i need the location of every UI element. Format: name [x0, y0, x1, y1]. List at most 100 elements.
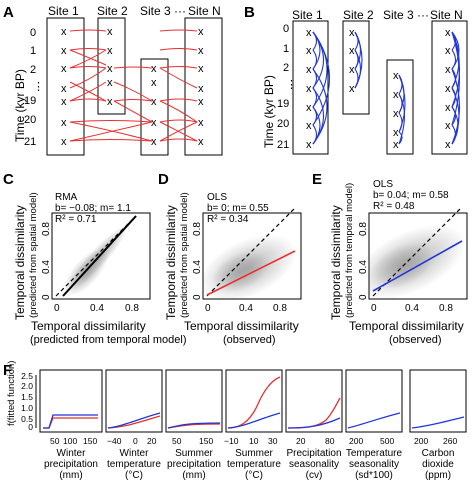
time-labels-a: 0 1 2 ⋮ 19 20 21 — [24, 27, 44, 148]
y-axis-label-line2: (predicted from spatial model) — [28, 192, 39, 318]
subplot-frame — [409, 369, 467, 433]
panel-c-label: C — [3, 171, 14, 188]
subplot-frame — [285, 369, 343, 433]
x-tick-label: −10 — [224, 436, 239, 446]
marker: x — [445, 45, 451, 57]
x-tick-label: 500 — [380, 436, 394, 446]
y-tick-label: 1.0 — [21, 403, 33, 413]
site-1-box — [46, 17, 85, 156]
x-label-line: Carbon — [422, 448, 455, 459]
site-1-label: Site 1 — [292, 8, 323, 22]
time-label-1: 1 — [30, 45, 36, 57]
panel-a: A Site 1 Site 2 Site 3 ··· Site N Time (… — [3, 4, 223, 156]
y-axis-label-a: Time (kyr BP) — [13, 69, 27, 142]
within-site-arcs — [312, 31, 461, 145]
marker: x — [107, 96, 113, 108]
point-cloud-e — [369, 224, 466, 299]
stats-r2: R² = 0.48 — [373, 201, 415, 212]
site-markers-a: x x x x x x x x x x x x x x x x x x x x … — [61, 26, 204, 148]
y-axis-label-line2: (predicted from temporal model) — [344, 183, 355, 318]
x-tick-label: 0.8 — [125, 303, 139, 314]
y-axis-label-line1: Temporal dissimilarity — [164, 205, 178, 320]
method-label: RMA — [55, 192, 78, 203]
marker: x — [151, 63, 157, 75]
link-3-n-x2 — [159, 100, 198, 123]
rma-fit-line — [62, 215, 137, 297]
arc — [398, 112, 403, 133]
curve-blue — [347, 412, 401, 429]
marker: x — [445, 64, 451, 76]
y-tick-label: 0.5 — [21, 414, 33, 424]
x-tick-label: 0.8 — [439, 303, 453, 314]
x-tick-label: 0.4 — [239, 303, 253, 314]
subplot-precipitation-seasonality: 20 80 Precipitation seasonality (cv) — [285, 369, 343, 481]
y-tick-label: 2.5 — [21, 371, 33, 381]
point-cloud-core — [211, 251, 269, 293]
marker: x — [306, 120, 312, 132]
x-label-line: (mm) — [182, 470, 205, 481]
x-tick-label: 30 — [268, 436, 278, 446]
site-markers-b: x x x x x x x x x x x x x x x x x x x x … — [306, 27, 451, 151]
subplot-winter-precipitation: 50 100 150 Winter precipitation (mm) — [39, 369, 103, 481]
y-tick-label: 2.0 — [21, 381, 33, 391]
link-1-3-t20 — [69, 120, 153, 123]
marker: x — [61, 117, 67, 129]
x-label-line: Summer — [235, 448, 273, 459]
x-tick-label: 260 — [443, 436, 457, 446]
curve-red — [227, 376, 281, 429]
x-tick-label: 50 — [172, 436, 182, 446]
x-tick-label: 200 — [414, 436, 428, 446]
arc — [451, 31, 461, 126]
arc — [398, 93, 406, 145]
x-axis-label-line1: Temporal dissimilarity — [349, 319, 464, 333]
x-tick-label: 0 — [133, 436, 138, 446]
x-label-line: Winter — [57, 448, 87, 459]
marker: x — [61, 45, 67, 57]
x-label-line: seasonality — [349, 459, 399, 470]
time-label-0: 0 — [30, 27, 36, 39]
x-label-line: (°C) — [125, 470, 143, 481]
ols-fit-line — [206, 250, 296, 296]
x-label-line: Temperature — [346, 448, 403, 459]
time-label-2: 2 — [30, 64, 36, 76]
marker: x — [349, 45, 355, 57]
time-label-19: 19 — [277, 98, 289, 110]
curve-blue — [43, 414, 98, 429]
x-tick-label: 10 — [249, 436, 259, 446]
link-3-n-t21 — [159, 138, 198, 142]
link-1-2-t2 — [69, 66, 107, 69]
x-axis-label-line2: (predicted from temporal model) — [30, 334, 187, 346]
x-tick-label: 0 — [54, 303, 60, 314]
y-tick-label: 0.8 — [41, 222, 52, 236]
x-axis-label-line2: (observed) — [223, 334, 276, 346]
marker: x — [107, 26, 113, 38]
curve-blue — [167, 422, 221, 429]
time-label-0: 0 — [283, 23, 289, 35]
x-label-line: precipitation — [44, 459, 98, 470]
x-label-line: precipitation — [167, 459, 221, 470]
x-tick-label: −40 — [107, 436, 122, 446]
marker: x — [306, 83, 312, 95]
marker: x — [445, 120, 451, 132]
x-tick-label: 0.4 — [405, 303, 419, 314]
marker: x — [107, 45, 113, 57]
marker: x — [306, 64, 312, 76]
y-tick-label: 0 — [41, 294, 52, 300]
panel-d: D OLS b= 0; m= 0.55 R² = 0.34 0 0.4 0.8 … — [158, 171, 302, 346]
marker: x — [61, 136, 67, 148]
y-tick-label: 0 — [192, 294, 203, 300]
marker: x — [198, 45, 204, 57]
panel-f: F f(fitted function) 0 0.5 1.0 1.5 2.0 2… — [3, 361, 467, 481]
plot-frame-e — [368, 212, 468, 300]
site-1-box — [292, 20, 329, 155]
curve-blue — [107, 412, 161, 429]
marker: x — [198, 117, 204, 129]
x-label-line: Precipitation — [286, 448, 341, 459]
marker: x — [306, 27, 312, 39]
marker: x — [61, 26, 67, 38]
panel-c: C RMA b= −0.08; m= 1.1 R² = 0.71 0 0.4 0… — [3, 171, 187, 346]
site-n-label: Site N — [430, 8, 463, 22]
site-n-label: Site N — [188, 4, 221, 18]
link-3-n-x1 — [159, 67, 198, 89]
site-3-box — [140, 58, 169, 156]
